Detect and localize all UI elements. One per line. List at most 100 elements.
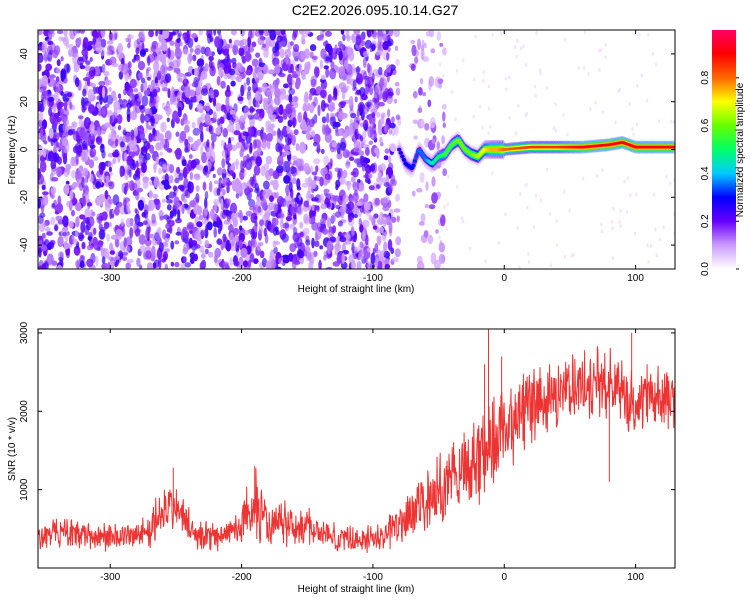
- spectrogram-noise-cell: [225, 239, 232, 252]
- spectrogram-noise-cell: [187, 181, 192, 193]
- spectrogram-noise-cell: [443, 205, 446, 209]
- spectrogram-noise-cell: [237, 96, 244, 102]
- spectrogram-noise-cell: [268, 30, 272, 34]
- spectrogram-noise-cell: [386, 40, 392, 47]
- spectrogram-noise-cell: [384, 263, 391, 269]
- spectrogram-noise-cell: [334, 211, 342, 218]
- spectrogram-noise-cell: [386, 52, 390, 61]
- spectrogram-noise-cell: [369, 86, 374, 96]
- spectrogram-noise-cell: [199, 122, 204, 133]
- spectrogram-noise-cell: [78, 115, 84, 120]
- spectrogram-noise-cell: [342, 169, 348, 179]
- spectrogram-noise-cell: [177, 33, 181, 40]
- spectrogram-noise-cell: [365, 101, 372, 108]
- spectrogram-noise-cell: [601, 168, 604, 173]
- spectrogram-noise-cell: [227, 123, 235, 133]
- spectrogram-noise-cell: [318, 259, 322, 269]
- spectrogram-noise-cell: [279, 145, 283, 157]
- spectrogram-noise-cell: [301, 38, 306, 45]
- spectrogram-noise-cell: [250, 212, 258, 224]
- spectrogram-noise-cell: [416, 188, 423, 193]
- spectrogram-noise-cell: [107, 255, 112, 261]
- spectrogram-noise-cell: [200, 229, 206, 237]
- spectrogram-noise-cell: [69, 190, 74, 199]
- spectrogram-noise-cell: [311, 237, 315, 249]
- spectrogram-noise-cell: [127, 165, 134, 172]
- spectrogram-noise-cell: [178, 172, 184, 181]
- spectrogram-noise-cell: [170, 94, 174, 106]
- spectrogram-noise-cell: [75, 153, 79, 165]
- spectrogram-noise-cell: [314, 240, 320, 247]
- spectrogram-noise-cell: [80, 150, 87, 162]
- spectrogram-noise-cell: [589, 107, 592, 111]
- spectrogram-noise-cell: [253, 150, 258, 157]
- spectrogram-noise-cell: [239, 211, 243, 224]
- spectrogram-noise-cell: [274, 96, 281, 106]
- spectrogram-noise-cell: [71, 209, 75, 217]
- spectrogram-noise-cell: [268, 84, 273, 90]
- spectrogram-noise-cell: [67, 44, 74, 49]
- spectrogram-noise-cell: [430, 48, 436, 54]
- spectrogram-noise-cell: [625, 210, 629, 215]
- spectrogram-noise-cell: [242, 229, 250, 235]
- spectrogram-noise-cell: [85, 216, 91, 225]
- spectrogram-noise-cell: [82, 41, 87, 52]
- spectrogram-noise-cell: [145, 228, 149, 240]
- spectrogram-noise-cell: [252, 139, 257, 150]
- spectrogram-noise-cell: [655, 62, 658, 67]
- spectrogram-noise-cell: [247, 86, 252, 92]
- spectrogram-noise-cell: [87, 136, 91, 147]
- spectrogram-noise-cell: [139, 264, 143, 269]
- spectrogram-noise-cell: [387, 239, 393, 251]
- spectrogram-noise-cell: [84, 224, 90, 236]
- spectrogram-noise-cell: [149, 144, 155, 154]
- spectrogram-noise-cell: [259, 219, 264, 227]
- spectrogram-noise-cell: [356, 201, 363, 206]
- spectrogram-noise-cell: [345, 180, 352, 186]
- spectrogram-noise-cell: [247, 259, 252, 268]
- spectrogram-noise-cell: [419, 77, 424, 85]
- spectrogram-noise-cell: [416, 38, 422, 51]
- spectrogram-noise-cell: [472, 114, 475, 119]
- spectrogram-noise-cell: [179, 130, 187, 142]
- spectrogram-noise-cell: [255, 52, 261, 58]
- spectrogram-noise-cell: [189, 257, 195, 264]
- spectrogram-noise-cell: [233, 130, 241, 136]
- spectrogram-noise-cell: [431, 176, 436, 187]
- spectrogram-noise-cell: [338, 82, 347, 90]
- spectrogram-noise-cell: [172, 185, 178, 192]
- spectrogram-noise-cell: [410, 39, 416, 45]
- spectrogram-noise-cell: [112, 194, 120, 206]
- spectrogram-noise-cell: [243, 142, 249, 151]
- spectrogram-noise-cell: [42, 194, 49, 206]
- spectrogram-noise-cell: [240, 84, 245, 97]
- spectrogram-noise-cell: [442, 111, 446, 122]
- spectrogram-noise-cell: [500, 32, 503, 37]
- spectrogram-noise-cell: [261, 257, 268, 268]
- spectrogram-noise-cell: [182, 230, 190, 239]
- spectrogram-noise-cell: [42, 148, 47, 158]
- spectrogram-noise-cell: [148, 189, 153, 200]
- spectrogram-noise-cell: [186, 208, 191, 215]
- spectrogram-noise-cell: [55, 68, 61, 74]
- spectrogram-noise-cell: [114, 237, 120, 248]
- spectrogram-noise-cell: [59, 142, 63, 150]
- spectrogram-noise-cell: [546, 167, 549, 172]
- spectrogram-noise-cell: [337, 220, 343, 227]
- spectrogram-noise-cell: [347, 201, 355, 211]
- spectrogram-noise-cell: [534, 193, 538, 198]
- spectrogram-noise-cell: [274, 87, 281, 99]
- spectrogram-noise-cell: [307, 131, 314, 138]
- spectrogram-noise-cell: [96, 213, 101, 224]
- spectrogram-noise-cell: [222, 180, 226, 187]
- spectrogram-noise-cell: [205, 102, 211, 112]
- spectrogram-noise-cell: [148, 132, 153, 143]
- spectrogram-noise-cell: [72, 156, 77, 163]
- spectrogram-noise-cell: [600, 47, 603, 52]
- spectrogram-noise-cell: [219, 116, 225, 124]
- spectrogram-noise-cell: [385, 64, 392, 73]
- spectrogram-noise-cell: [393, 98, 398, 104]
- spectrogram-noise-cell: [216, 238, 223, 245]
- spectrogram-noise-cell: [243, 106, 250, 118]
- spectrogram-noise-cell: [626, 176, 629, 181]
